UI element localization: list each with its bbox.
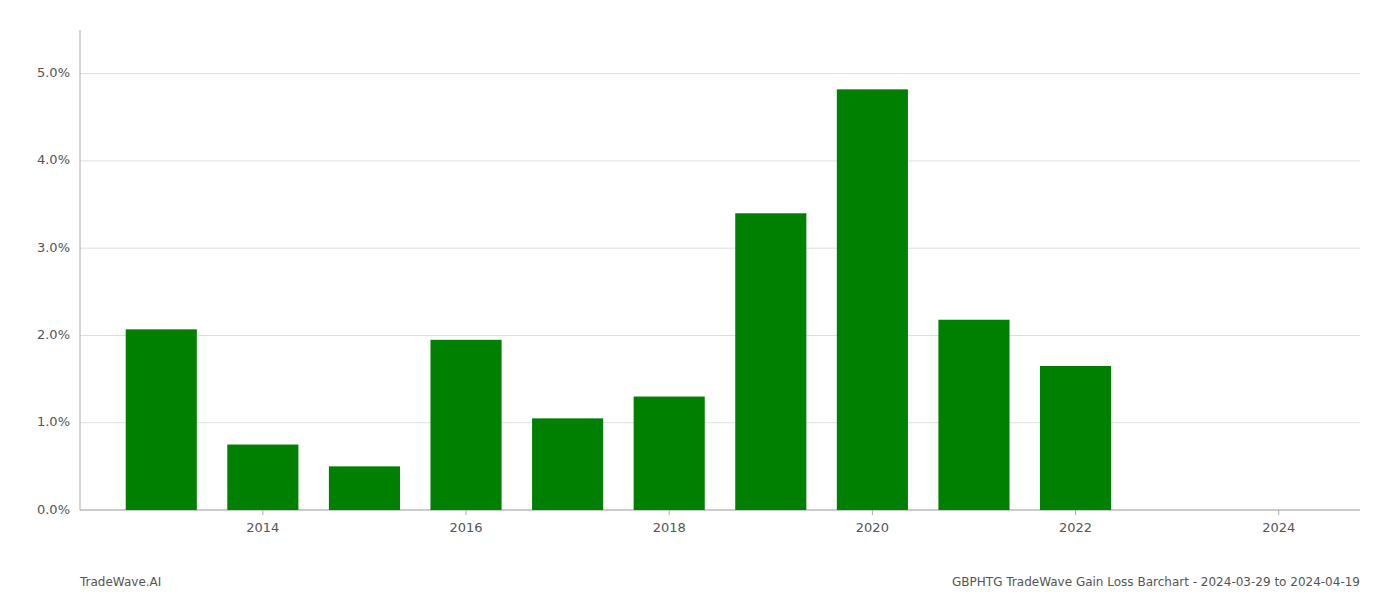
y-tick-label: 3.0% [37, 240, 70, 255]
grid-line [80, 160, 1360, 161]
y-tick-label: 5.0% [37, 65, 70, 80]
y-tick-label: 2.0% [37, 327, 70, 342]
grid [80, 74, 1360, 510]
footer-text: TradeWave.AI [79, 575, 161, 589]
x-tick-label: 2016 [449, 520, 482, 535]
x-tick [262, 510, 263, 515]
bar [837, 89, 908, 510]
x-tick-label: 2022 [1059, 520, 1092, 535]
bar [1040, 366, 1111, 510]
bar [938, 320, 1009, 510]
bar [329, 466, 400, 510]
chart-container: 0.0% 1.0% 2.0% 3.0% 4.0% 5.0% 2014 2016 2018 2020… [0, 0, 1400, 600]
x-tick [466, 510, 467, 515]
bar [227, 445, 298, 510]
y-tick-label: 1.0% [37, 414, 70, 429]
footer-text: GBPHTG TradeWave Gain Loss Barchart - 20… [952, 575, 1360, 589]
y-tick-label: 0.0% [37, 502, 70, 517]
bar [1142, 510, 1213, 511]
grid-line [80, 422, 1360, 423]
x-tick-label: 2024 [1262, 520, 1295, 535]
x-tick-label: 2018 [653, 520, 686, 535]
y-axis-line [80, 30, 81, 510]
x-tick-label: 2020 [856, 520, 889, 535]
grid-line [80, 248, 1360, 249]
grid-line [80, 335, 1360, 336]
bars [126, 89, 1111, 510]
grid-line [80, 73, 1360, 74]
x-tick-label: 2014 [246, 520, 279, 535]
bar [735, 213, 806, 510]
x-tick [1278, 510, 1279, 515]
x-tick [1075, 510, 1076, 515]
bar [634, 397, 705, 510]
x-tick [872, 510, 873, 515]
axes: 0.0% 1.0% 2.0% 3.0% 4.0% 5.0% 2014 2016 2018 2020… [37, 30, 1360, 535]
chart-svg: 0.0% 1.0% 2.0% 3.0% 4.0% 5.0% 2014 2016 2018 2020… [0, 0, 1400, 600]
bar [126, 329, 197, 510]
bar [532, 418, 603, 510]
y-tick-label: 4.0% [37, 152, 70, 167]
bar [430, 340, 501, 510]
x-tick [669, 510, 670, 515]
